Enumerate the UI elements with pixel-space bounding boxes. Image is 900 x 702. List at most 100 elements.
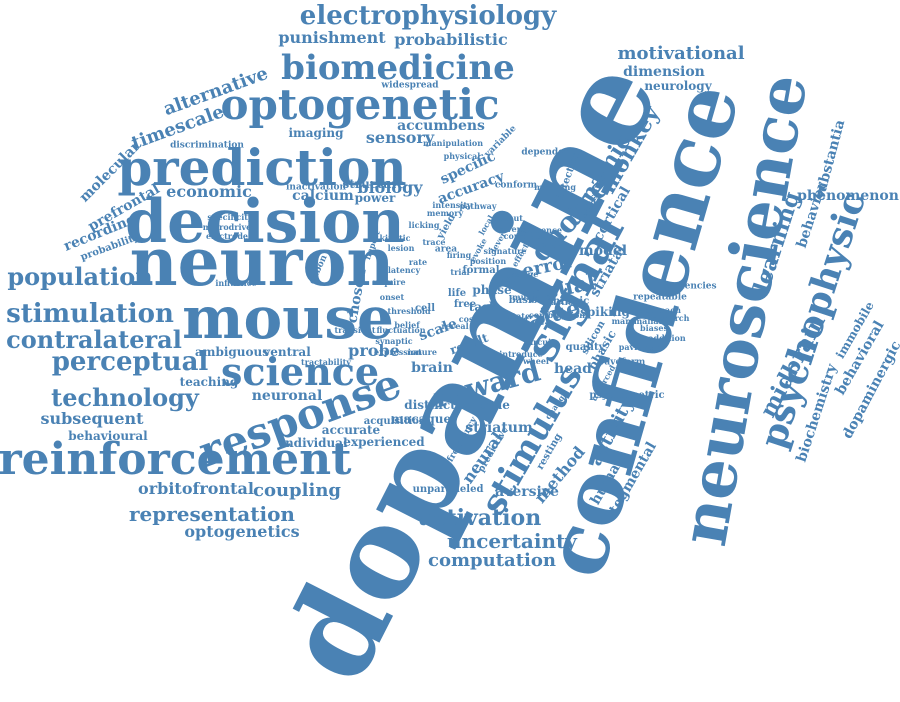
word-stimulation: stimulation [6, 299, 174, 329]
word-acquisition: acquisition [363, 416, 427, 427]
word-intensity: intensity [432, 200, 472, 210]
word-perceptual: perceptual [51, 347, 209, 377]
word-experienced: experienced [343, 435, 425, 449]
word-influence: influence [215, 278, 257, 288]
word-repeatable: repeatable [633, 292, 687, 303]
word-model: model [578, 243, 628, 259]
word-lesion: lesion [387, 243, 415, 253]
word-ventral: ventral [263, 345, 311, 359]
word-coupling: coupling [253, 480, 341, 501]
word-chronic: chronic [546, 296, 590, 307]
word-life: life [447, 288, 467, 299]
word-imaging: imaging [288, 126, 344, 140]
word-prediction: prediction [117, 138, 407, 197]
word-trace: trace [422, 237, 446, 247]
word-encode: encode [462, 398, 510, 412]
word-probe: probe [348, 341, 400, 360]
word-cost: cost [458, 314, 478, 324]
word-fluctuation: fluctuation [376, 325, 426, 335]
word-decision: decision [125, 187, 405, 257]
word-neuronal: neuronal [251, 388, 323, 404]
word-frequencies: frequencies [657, 281, 717, 292]
word-circuit: circuit [525, 337, 555, 347]
word-structure: structure [342, 177, 406, 191]
word-sensory: sensory [365, 128, 435, 147]
word-nature: nature [407, 347, 437, 357]
word-aversive: aversive [495, 484, 559, 500]
word-wheel: wheel [523, 356, 549, 366]
word-research: research [650, 313, 690, 323]
word-individual: individual [280, 436, 348, 450]
word-conform: conform [494, 180, 538, 191]
word-widespread: widespread [381, 80, 439, 91]
word-cell: cell [414, 303, 436, 314]
word-mouse: mouse [182, 284, 394, 352]
word-phase: phase [472, 283, 512, 297]
word-macaque: macaque [390, 412, 452, 426]
word-signature: signature [483, 246, 527, 256]
word-rate: rate [408, 257, 428, 267]
word-unparalleled: unparalleled [412, 484, 484, 495]
word-belief: belief [394, 320, 420, 330]
word-orbitofrontal: orbitofrontal [138, 479, 254, 498]
word-biology: biology [357, 178, 423, 197]
word-optogenetics: optogenetics [184, 522, 300, 541]
word-pathway: pathway [459, 201, 497, 211]
word-approach: approach [639, 305, 681, 315]
word-electrophysiology: electrophysiology [299, 1, 557, 31]
word-memory: memory [426, 208, 464, 218]
word-sequence: sequence [520, 225, 562, 235]
word-threshold: threshold [387, 306, 431, 316]
word-psychometric: psychometric [589, 390, 665, 401]
word-reverse: reverse [497, 224, 531, 234]
word-technology: technology [51, 383, 199, 412]
word-subsequent: subsequent [40, 409, 144, 428]
word-trial: trial [450, 267, 470, 277]
word-position: position [469, 256, 507, 266]
word-mammalian: mammalian [611, 316, 665, 326]
word-uncertainty: uncertainty [447, 529, 577, 553]
word-licking: licking [408, 220, 440, 230]
word-accurate: accurate [321, 423, 381, 437]
word-neuron: neuron [129, 223, 395, 301]
word-distinct: distinct [404, 398, 456, 412]
word-specificity: specificity [207, 212, 253, 222]
word-synaptic: synaptic [375, 336, 413, 346]
word-latency: latency [387, 265, 421, 275]
word-tractability: tractability [301, 357, 351, 367]
word-head: head [554, 361, 592, 377]
word-biases: biases [640, 323, 668, 333]
word-quality: quality [565, 342, 605, 353]
word-activation: activation [418, 505, 542, 531]
word-microdrive: microdrive [202, 222, 252, 232]
word-free: free [453, 299, 477, 310]
word-dependent: dependent [521, 147, 575, 158]
word-electrode: electrode [205, 231, 249, 241]
word-probabilistic: probabilistic [394, 30, 508, 49]
word-accumbens: accumbens [397, 118, 485, 134]
word-combination: combination [528, 310, 586, 320]
word-striatum: striatum [465, 420, 533, 436]
word-require: require [372, 277, 406, 287]
word-calcium: calcium [292, 188, 354, 204]
word-output: output [493, 213, 523, 223]
word-behavioural: behavioural [68, 429, 148, 443]
word-transient: transient [334, 325, 376, 335]
word-discrimination: discrimination [170, 140, 244, 151]
word-biomedicine: biomedicine [281, 48, 515, 88]
word-science: science [220, 349, 380, 394]
word-teaching: teaching [179, 375, 239, 389]
word-optogenetic: optogenetic [220, 80, 500, 129]
word-addition: addition [648, 333, 686, 343]
word-power: power [354, 191, 396, 205]
word-contralateral: contralateral [6, 325, 182, 354]
word-saline: saline [511, 269, 539, 279]
word-multiple: multiple [512, 292, 550, 302]
word-basis: basis [508, 295, 538, 306]
word-manipulation: manipulation [422, 138, 484, 148]
word-neurology: neurology [644, 79, 712, 93]
word-formal: formal [462, 265, 500, 276]
word-economic: economic [166, 182, 252, 201]
word-phenomenon: phenomenon [797, 188, 899, 204]
